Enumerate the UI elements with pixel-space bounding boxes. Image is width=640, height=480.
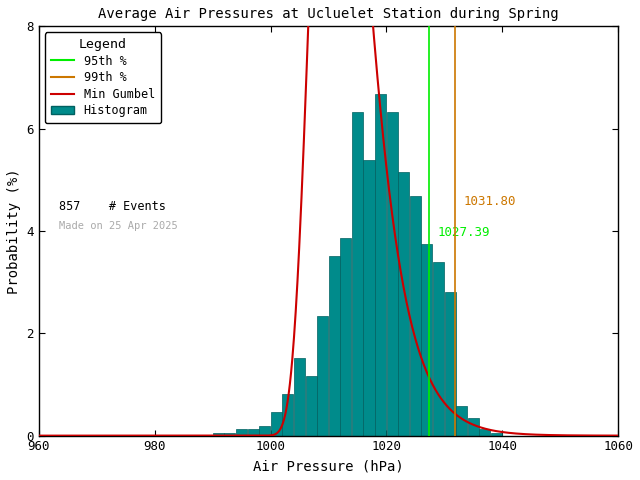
Bar [248, 430, 259, 436]
Min Gumbel [35, 433, 43, 439]
Bar [398, 172, 409, 436]
Bar [213, 432, 224, 436]
95th % [426, 382, 433, 387]
Bar [225, 432, 236, 436]
Text: Made on 25 Apr 2025: Made on 25 Apr 2025 [59, 221, 178, 231]
Bar [410, 196, 421, 436]
Bar [317, 316, 328, 436]
Min Gumbel [269, 432, 277, 438]
Bar [352, 112, 363, 436]
Bar [456, 406, 467, 436]
Min Gumbel [498, 429, 506, 435]
Bar [340, 238, 351, 436]
Min Gumbel [487, 427, 495, 433]
Bar [479, 430, 490, 436]
Bar [433, 262, 444, 436]
Line: Min Gumbel: Min Gumbel [39, 0, 618, 436]
Bar [491, 432, 502, 436]
Bar [294, 358, 305, 436]
95th % [426, 433, 433, 439]
Bar [271, 411, 282, 436]
Bar [468, 418, 479, 436]
Bar [236, 430, 247, 436]
Bar [364, 160, 374, 436]
Y-axis label: Probability (%): Probability (%) [7, 168, 21, 294]
Text: 857    # Events: 857 # Events [59, 200, 166, 213]
Bar [282, 394, 293, 436]
Bar [259, 426, 270, 436]
Bar [329, 256, 340, 436]
99th % [451, 382, 459, 387]
Min Gumbel [614, 432, 622, 438]
99th % [451, 433, 459, 439]
Min Gumbel [433, 390, 441, 396]
Min Gumbel [290, 335, 298, 341]
Title: Average Air Pressures at Ucluelet Station during Spring: Average Air Pressures at Ucluelet Statio… [98, 7, 559, 21]
Bar [421, 244, 433, 436]
X-axis label: Air Pressure (hPa): Air Pressure (hPa) [253, 459, 404, 473]
Bar [375, 95, 386, 436]
Bar [305, 376, 317, 436]
Text: 1027.39: 1027.39 [438, 226, 490, 239]
Bar [445, 292, 456, 436]
Bar [387, 112, 397, 436]
Text: 1031.80: 1031.80 [463, 195, 516, 208]
Min Gumbel [94, 433, 102, 439]
Legend: 95th %, 99th %, Min Gumbel, Histogram: 95th %, 99th %, Min Gumbel, Histogram [45, 32, 161, 123]
